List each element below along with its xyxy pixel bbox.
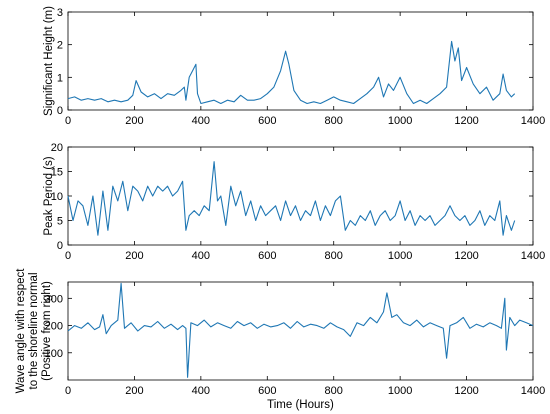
x-tick-label: 400 xyxy=(192,115,210,127)
x-tick-label: 1200 xyxy=(454,250,478,262)
x-tick-label: 1000 xyxy=(388,385,412,397)
x-tick-label: 200 xyxy=(125,250,143,262)
x-tick-label: 1000 xyxy=(388,115,412,127)
axis-frame xyxy=(67,146,534,246)
x-tick-label: 400 xyxy=(192,385,210,397)
wave-angle-chart: 0 200 400 600 800 1000 1200 1400 100 200 300 Wave a… xyxy=(15,268,545,411)
y-tick-label: 2 xyxy=(57,40,63,52)
y-axis-title: (Positive from right) xyxy=(41,281,53,381)
y-tick-label: 200 xyxy=(45,321,63,333)
series-line xyxy=(67,161,516,236)
x-tick-label: 800 xyxy=(325,115,343,127)
x-tick-label: 1400 xyxy=(521,250,545,262)
x-tick-label: 1000 xyxy=(388,250,412,262)
series-line xyxy=(67,282,534,378)
y-tick-label: 0 xyxy=(57,240,63,252)
x-tick-label: 800 xyxy=(325,250,343,262)
x-tick-label: 0 xyxy=(65,385,71,397)
significant-height-chart: 0 200 400 600 800 1000 1200 1400 0 1 2 3Significant… xyxy=(43,6,545,127)
x-tick-label: 600 xyxy=(258,250,276,262)
y-axis-title: Significant Height (m) xyxy=(43,6,55,116)
y-axis-title: to the shoreline normal xyxy=(28,273,40,390)
y-tick-label: 15 xyxy=(51,167,63,179)
x-tick-label: 1200 xyxy=(454,115,478,127)
peak-period-chart: 0 200 400 600 800 1000 1200 1400 0 5 10 15 20 Peak Pe… xyxy=(43,142,545,262)
y-tick-label: 10 xyxy=(51,191,63,203)
x-axis-title: Time (Hours) xyxy=(267,399,334,411)
x-tick-label: 200 xyxy=(125,115,143,127)
x-tick-label: 1200 xyxy=(454,385,478,397)
y-tick-label: 300 xyxy=(45,293,63,305)
y-tick-label: 20 xyxy=(51,142,63,154)
x-tick-label: 200 xyxy=(125,385,143,397)
x-tick-label: 600 xyxy=(258,115,276,127)
y-axis-title: Wave angle with respect xyxy=(15,268,27,394)
x-tick-label: 800 xyxy=(325,385,343,397)
y-tick-label: 5 xyxy=(57,216,63,228)
y-axis-title: Peak Period (s) xyxy=(43,156,55,235)
y-tick-label: 3 xyxy=(57,7,63,19)
x-tick-label: 0 xyxy=(65,115,71,127)
y-tick-label: 0 xyxy=(57,105,63,117)
x-tick-label: 600 xyxy=(258,385,276,397)
x-tick-label: 1400 xyxy=(521,385,545,397)
axis-frame xyxy=(67,11,534,111)
x-tick-label: 1400 xyxy=(521,115,545,127)
y-tick-label: 100 xyxy=(45,348,63,360)
series-line xyxy=(67,40,516,105)
x-tick-label: 0 xyxy=(65,250,71,262)
x-tick-label: 400 xyxy=(192,250,210,262)
y-tick-label: 1 xyxy=(57,72,63,84)
